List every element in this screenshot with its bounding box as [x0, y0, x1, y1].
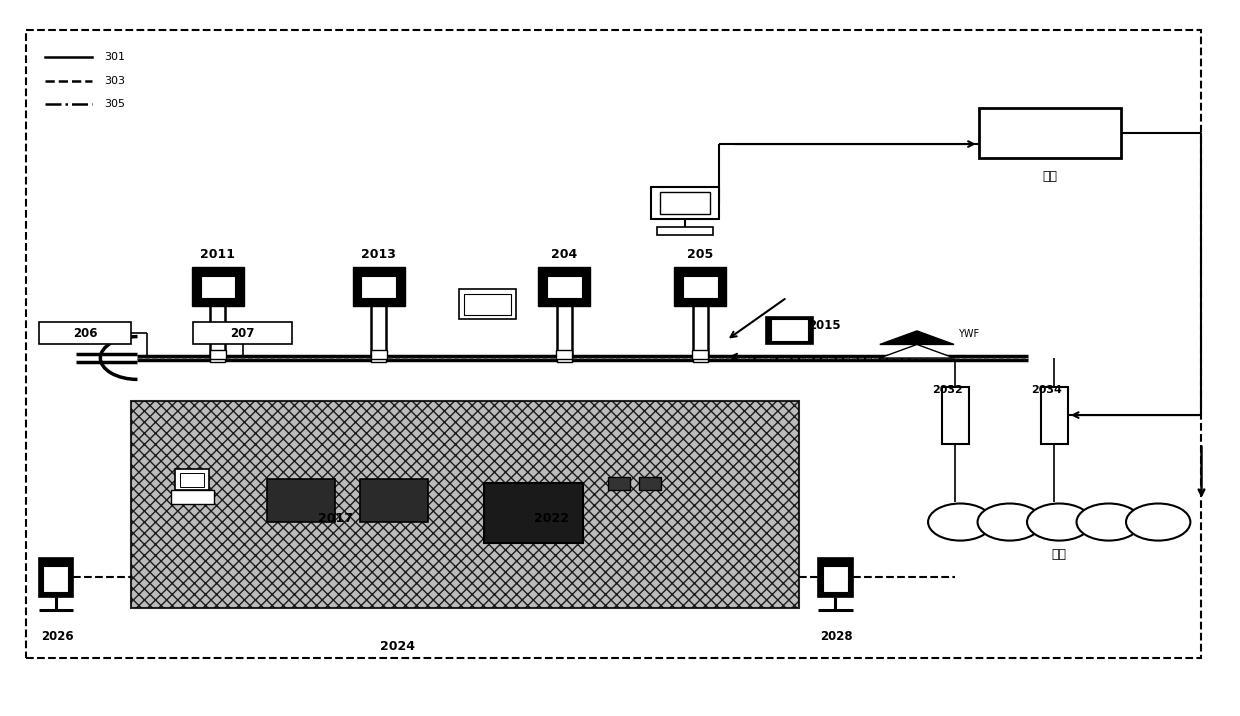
Text: 2034: 2034: [1032, 385, 1063, 395]
Bar: [43, 566, 68, 592]
Bar: [211, 354, 226, 362]
Text: 206: 206: [73, 326, 97, 339]
Circle shape: [928, 503, 992, 541]
Circle shape: [1076, 503, 1141, 541]
Bar: [180, 473, 205, 487]
Bar: [360, 479, 428, 522]
Bar: [557, 350, 573, 359]
Polygon shape: [880, 331, 954, 344]
Text: 305: 305: [104, 99, 125, 109]
Text: 2024: 2024: [379, 640, 415, 654]
Bar: [371, 350, 387, 359]
Bar: [657, 228, 713, 235]
Text: 2026: 2026: [41, 629, 73, 643]
Bar: [557, 354, 572, 362]
Text: 303: 303: [104, 76, 125, 85]
Circle shape: [1126, 503, 1190, 541]
Bar: [692, 350, 708, 359]
Text: 2017: 2017: [317, 512, 353, 525]
Text: 205: 205: [687, 248, 713, 261]
Text: 2028: 2028: [820, 629, 853, 643]
Bar: [193, 322, 293, 344]
Bar: [538, 267, 590, 306]
Bar: [192, 267, 244, 306]
Text: 2013: 2013: [361, 248, 396, 261]
Bar: [210, 350, 226, 359]
Text: 204: 204: [552, 248, 578, 261]
Bar: [371, 354, 386, 362]
Bar: [766, 316, 813, 344]
Text: 电枢: 电枢: [1043, 170, 1058, 183]
Text: 2032: 2032: [932, 385, 963, 395]
Bar: [660, 192, 711, 214]
Circle shape: [1027, 503, 1091, 541]
Bar: [26, 30, 1202, 657]
Bar: [464, 294, 511, 315]
Bar: [771, 319, 808, 341]
Bar: [352, 267, 404, 306]
Bar: [978, 108, 1121, 158]
Text: 2011: 2011: [201, 248, 236, 261]
Bar: [823, 566, 848, 592]
Circle shape: [977, 503, 1042, 541]
Bar: [693, 354, 708, 362]
Text: 2015: 2015: [807, 319, 841, 332]
Text: 301: 301: [104, 52, 125, 62]
Text: 电机: 电机: [1052, 548, 1066, 561]
Bar: [131, 401, 800, 608]
Bar: [361, 276, 396, 298]
Bar: [38, 558, 73, 597]
Bar: [608, 477, 630, 490]
Bar: [175, 468, 210, 490]
Bar: [651, 187, 719, 219]
Text: 207: 207: [231, 326, 255, 339]
Bar: [675, 267, 727, 306]
Bar: [941, 387, 968, 444]
Bar: [683, 276, 718, 298]
Bar: [38, 322, 131, 344]
Bar: [201, 276, 236, 298]
Bar: [268, 479, 336, 522]
Bar: [818, 558, 853, 597]
Text: 2022: 2022: [534, 512, 569, 525]
Bar: [484, 483, 583, 543]
Bar: [639, 477, 661, 490]
Bar: [171, 490, 215, 504]
Bar: [547, 276, 582, 298]
Bar: [459, 289, 516, 319]
Bar: [1040, 387, 1068, 444]
Text: YWF: YWF: [959, 329, 980, 339]
Polygon shape: [880, 344, 954, 358]
